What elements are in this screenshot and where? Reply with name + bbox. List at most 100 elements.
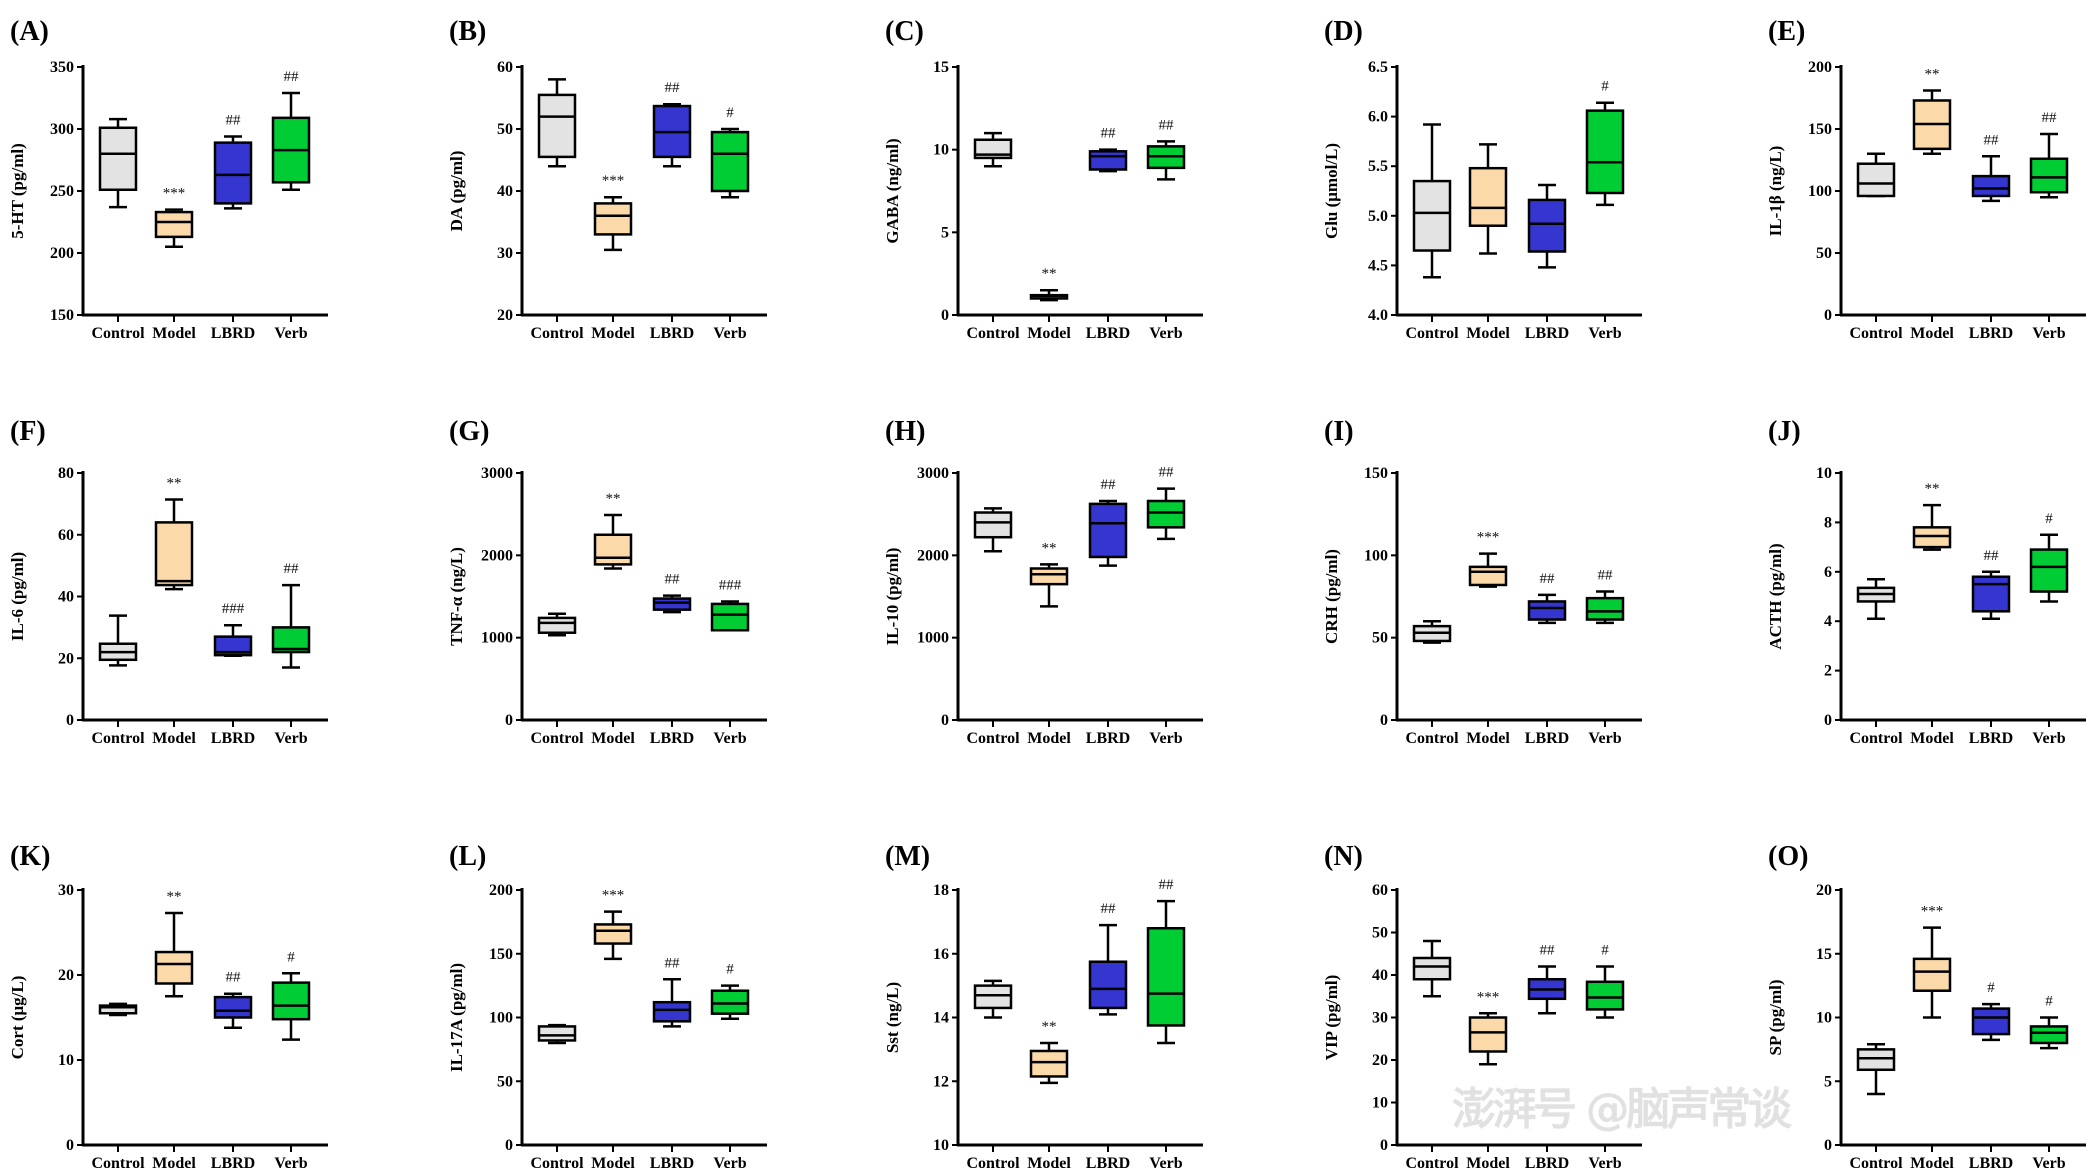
iqr-box xyxy=(1527,198,1567,253)
box-verb: ## xyxy=(271,69,311,192)
y-tick-label: 15 xyxy=(1816,946,1832,963)
iqr-box xyxy=(652,1000,692,1023)
x-tick-label: Control xyxy=(1849,1155,1903,1172)
x-tick-label: LBRD xyxy=(1086,1155,1130,1172)
iqr-box xyxy=(593,923,633,945)
significance-mark: *** xyxy=(1921,904,1944,920)
box-model: *** xyxy=(1468,989,1508,1066)
box-model: ** xyxy=(1912,67,1952,156)
significance-mark: *** xyxy=(602,888,625,904)
y-tick-label: 60 xyxy=(58,527,74,544)
significance-mark: ## xyxy=(1101,477,1117,493)
x-tick-label: Model xyxy=(1466,325,1510,342)
y-tick-label: 0 xyxy=(66,1137,74,1154)
y-axis-label: CRH (pg/ml) xyxy=(1322,549,1341,644)
iqr-box xyxy=(593,533,633,566)
x-tick-label: LBRD xyxy=(1525,730,1569,747)
significance-mark: # xyxy=(2045,994,2053,1010)
y-tick-label: 8 xyxy=(1824,514,1832,531)
box-lbrd: ### xyxy=(213,601,253,658)
y-axis-label: ACTH (pg/ml) xyxy=(1766,543,1785,649)
y-tick-label: 6 xyxy=(1824,564,1832,581)
watermark: 澎湃号 @脑声常谈 xyxy=(1452,1084,1793,1135)
x-tick-label: Control xyxy=(530,1155,584,1172)
iqr-box xyxy=(1412,956,1452,981)
iqr-box xyxy=(1856,1048,1896,1072)
iqr-box xyxy=(710,602,750,632)
x-tick-label: Control xyxy=(1849,325,1903,342)
iqr-box xyxy=(1146,499,1186,529)
significance-mark: ## xyxy=(2042,110,2058,126)
x-tick-label: LBRD xyxy=(1086,325,1130,342)
box-control xyxy=(98,1002,138,1017)
significance-mark: # xyxy=(2045,511,2053,527)
y-tick-label: 14 xyxy=(933,1010,949,1027)
significance-mark: ### xyxy=(719,577,742,593)
x-tick-label: Model xyxy=(1910,730,1954,747)
box-verb: # xyxy=(710,105,750,199)
y-tick-label: 15 xyxy=(933,59,949,76)
significance-mark: ## xyxy=(1984,548,2000,564)
significance-mark: ## xyxy=(226,970,242,986)
box-lbrd: ## xyxy=(1088,477,1128,567)
x-tick-label: LBRD xyxy=(650,325,694,342)
y-tick-label: 100 xyxy=(1808,183,1832,200)
iqr-box xyxy=(1088,150,1128,171)
x-tick-label: LBRD xyxy=(211,730,255,747)
x-tick-label: Verb xyxy=(1149,730,1182,747)
box-verb: ### xyxy=(710,577,750,632)
y-tick-label: 50 xyxy=(497,1073,513,1090)
y-tick-label: 30 xyxy=(497,245,513,262)
y-tick-label: 4.5 xyxy=(1368,257,1388,274)
box-verb: # xyxy=(2029,511,2069,603)
box-control xyxy=(1856,1043,1896,1096)
x-tick-label: Model xyxy=(1910,1155,1954,1172)
y-axis-label: SP (pg/ml) xyxy=(1766,979,1785,1055)
box-verb: ## xyxy=(1146,877,1186,1045)
box-model: ** xyxy=(593,491,633,570)
significance-mark: ** xyxy=(1042,266,1057,282)
x-tick-label: Control xyxy=(91,1155,145,1172)
y-tick-label: 5 xyxy=(941,224,949,241)
iqr-box xyxy=(154,521,194,587)
iqr-box xyxy=(1585,109,1625,195)
y-axis-label: IL-6 (pg/ml) xyxy=(8,552,27,641)
x-tick-label: Control xyxy=(966,325,1020,342)
x-tick-label: Verb xyxy=(1149,325,1182,342)
y-tick-label: 50 xyxy=(497,121,513,138)
box-control xyxy=(973,507,1013,553)
y-tick-label: 5 xyxy=(1824,1073,1832,1090)
box-control xyxy=(98,117,138,209)
box-lbrd: ## xyxy=(652,80,692,168)
significance-mark: ** xyxy=(167,476,182,492)
significance-mark: ## xyxy=(1984,132,2000,148)
y-tick-label: 60 xyxy=(497,59,513,76)
box-model xyxy=(1468,143,1508,255)
x-tick-label: Verb xyxy=(713,325,746,342)
x-tick-label: LBRD xyxy=(211,325,255,342)
significance-mark: ** xyxy=(1925,67,1940,83)
y-tick-label: 50 xyxy=(1372,630,1388,647)
y-tick-label: 6.0 xyxy=(1368,109,1388,126)
box-model: ** xyxy=(1912,481,1952,551)
significance-mark: ** xyxy=(1042,1019,1057,1035)
y-tick-label: 250 xyxy=(50,183,74,200)
y-tick-label: 20 xyxy=(1372,1052,1388,1069)
significance-mark: ** xyxy=(1042,540,1057,556)
y-tick-label: 0 xyxy=(1824,1137,1832,1154)
y-axis-label: DA (pg/ml) xyxy=(447,151,466,232)
x-tick-label: Verb xyxy=(1588,730,1621,747)
y-tick-label: 150 xyxy=(489,946,513,963)
panel-label: (D) xyxy=(1324,16,1363,47)
panel-label: (H) xyxy=(885,416,925,447)
significance-mark: ## xyxy=(1598,568,1614,584)
y-axis-label: Glu (μmol/L) xyxy=(1322,143,1341,239)
box-model: *** xyxy=(593,173,633,252)
y-tick-label: 150 xyxy=(50,307,74,324)
box-model: ** xyxy=(1029,540,1069,608)
panel-label: (K) xyxy=(10,841,50,872)
y-tick-label: 0 xyxy=(941,307,949,324)
y-tick-label: 10 xyxy=(1816,465,1832,482)
significance-mark: ## xyxy=(284,561,300,577)
